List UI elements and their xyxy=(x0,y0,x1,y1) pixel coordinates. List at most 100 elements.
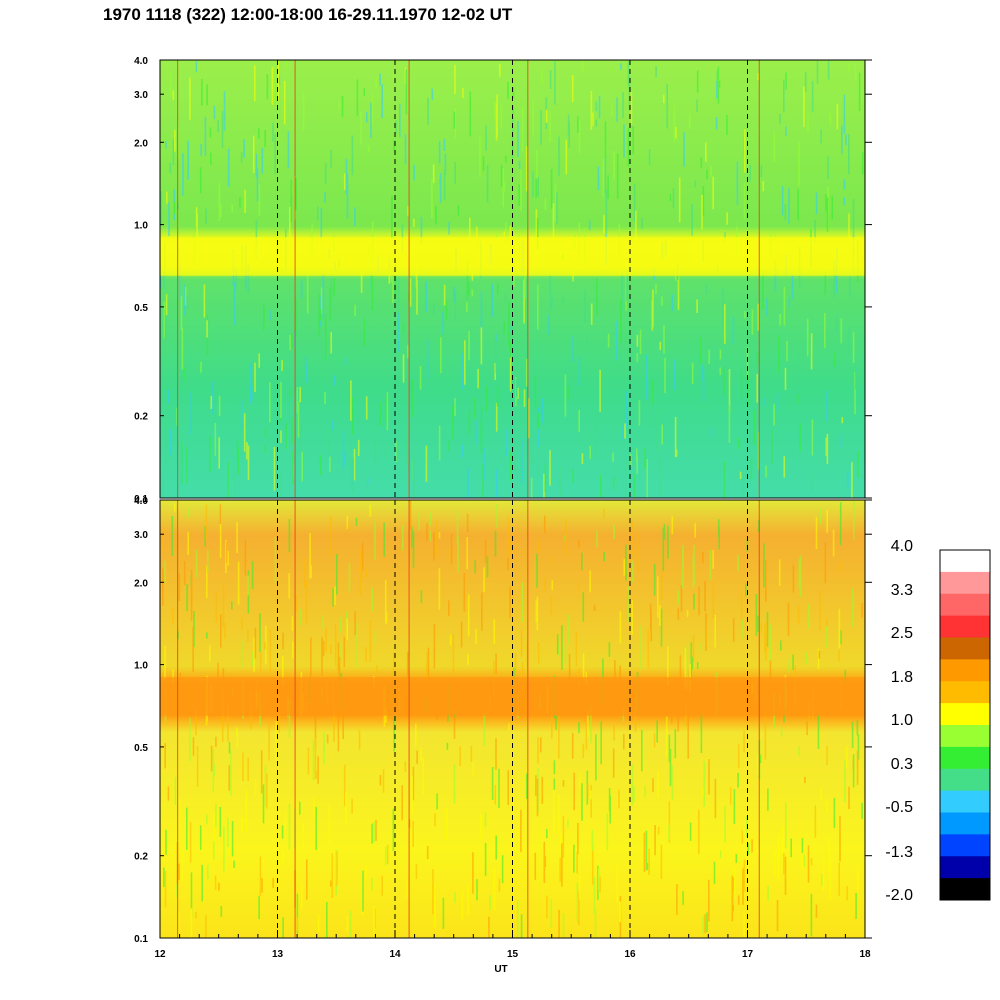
texture-streak xyxy=(839,393,841,438)
texture-streak xyxy=(521,582,524,623)
texture-streak xyxy=(737,895,740,905)
colorbar-segment xyxy=(940,790,990,814)
texture-streak xyxy=(788,187,790,224)
colorbar-frame xyxy=(939,549,991,901)
texture-streak xyxy=(217,120,219,132)
texture-streak xyxy=(550,899,553,928)
texture-streak xyxy=(453,286,455,303)
texture-streak xyxy=(186,295,188,308)
texture-streak xyxy=(776,900,779,932)
texture-streak xyxy=(495,738,497,770)
texture-streak xyxy=(532,99,534,135)
texture-streak xyxy=(449,548,451,560)
texture-streak xyxy=(654,825,656,856)
texture-streak xyxy=(655,66,657,78)
texture-streak xyxy=(367,145,370,153)
texture-streak xyxy=(287,131,290,169)
texture-streak xyxy=(201,864,203,902)
texture-streak xyxy=(481,592,483,631)
texture-streak xyxy=(739,471,742,479)
texture-streak xyxy=(562,780,565,787)
texture-streak xyxy=(760,622,763,633)
texture-streak xyxy=(826,799,828,812)
texture-streak xyxy=(619,353,622,389)
texture-streak xyxy=(573,844,575,873)
texture-streak xyxy=(564,535,566,542)
texture-streak xyxy=(836,314,838,334)
texture-streak xyxy=(543,473,545,498)
texture-streak xyxy=(773,132,776,162)
texture-streak xyxy=(503,182,506,192)
texture-streak xyxy=(373,906,375,938)
texture-streak xyxy=(491,767,494,800)
texture-streak xyxy=(639,329,642,354)
texture-streak xyxy=(619,901,621,923)
texture-streak xyxy=(187,531,189,555)
texture-streak xyxy=(204,526,206,547)
texture-streak xyxy=(193,611,195,647)
texture-streak xyxy=(345,791,347,824)
texture-streak xyxy=(181,852,184,866)
texture-streak xyxy=(435,519,438,556)
texture-streak xyxy=(466,302,468,313)
texture-streak xyxy=(518,184,520,206)
texture-streak xyxy=(568,653,571,696)
texture-streak xyxy=(554,61,556,105)
texture-streak xyxy=(203,284,206,318)
texture-streak xyxy=(745,583,747,597)
texture-streak xyxy=(260,750,263,794)
texture-streak xyxy=(848,786,850,810)
texture-streak xyxy=(674,417,677,458)
texture-streak xyxy=(817,715,820,749)
texture-streak xyxy=(612,452,614,463)
texture-streak xyxy=(631,558,634,583)
colorbar-segment xyxy=(940,878,990,901)
texture-streak xyxy=(659,457,662,496)
texture-streak xyxy=(468,410,471,435)
texture-streak xyxy=(374,439,377,470)
texture-streak xyxy=(567,614,569,645)
texture-streak xyxy=(524,263,526,299)
colorbar-segment xyxy=(940,768,990,792)
texture-streak xyxy=(509,353,512,392)
texture-streak xyxy=(199,825,202,850)
texture-streak xyxy=(731,875,734,922)
texture-streak xyxy=(749,165,751,182)
texture-streak xyxy=(641,729,643,772)
texture-streak xyxy=(571,733,574,759)
texture-streak xyxy=(713,861,716,884)
texture-streak xyxy=(466,513,469,532)
texture-streak xyxy=(344,452,346,466)
texture-streak xyxy=(471,289,474,297)
texture-streak xyxy=(425,281,427,312)
texture-streak xyxy=(766,298,768,316)
texture-streak xyxy=(644,785,646,798)
texture-streak xyxy=(272,877,274,889)
texture-streak xyxy=(827,156,829,179)
texture-streak xyxy=(778,559,781,587)
texture-streak xyxy=(540,737,542,753)
texture-streak xyxy=(409,278,412,307)
texture-streak xyxy=(703,761,706,807)
texture-streak xyxy=(363,318,366,347)
texture-streak xyxy=(245,790,248,832)
texture-streak xyxy=(178,863,180,880)
texture-streak xyxy=(773,851,776,878)
texture-streak xyxy=(762,181,765,192)
texture-streak xyxy=(235,267,237,291)
texture-streak xyxy=(653,563,656,596)
texture-streak xyxy=(606,813,609,851)
texture-streak xyxy=(289,388,291,397)
texture-streak xyxy=(415,864,418,879)
texture-streak xyxy=(243,413,246,452)
texture-streak xyxy=(486,556,489,578)
texture-streak xyxy=(342,431,345,470)
texture-streak xyxy=(281,656,284,687)
texture-streak xyxy=(826,745,828,765)
texture-streak xyxy=(737,554,739,571)
texture-streak xyxy=(744,129,746,173)
texture-streak xyxy=(664,357,666,394)
texture-streak xyxy=(801,838,804,853)
texture-streak xyxy=(536,778,539,817)
